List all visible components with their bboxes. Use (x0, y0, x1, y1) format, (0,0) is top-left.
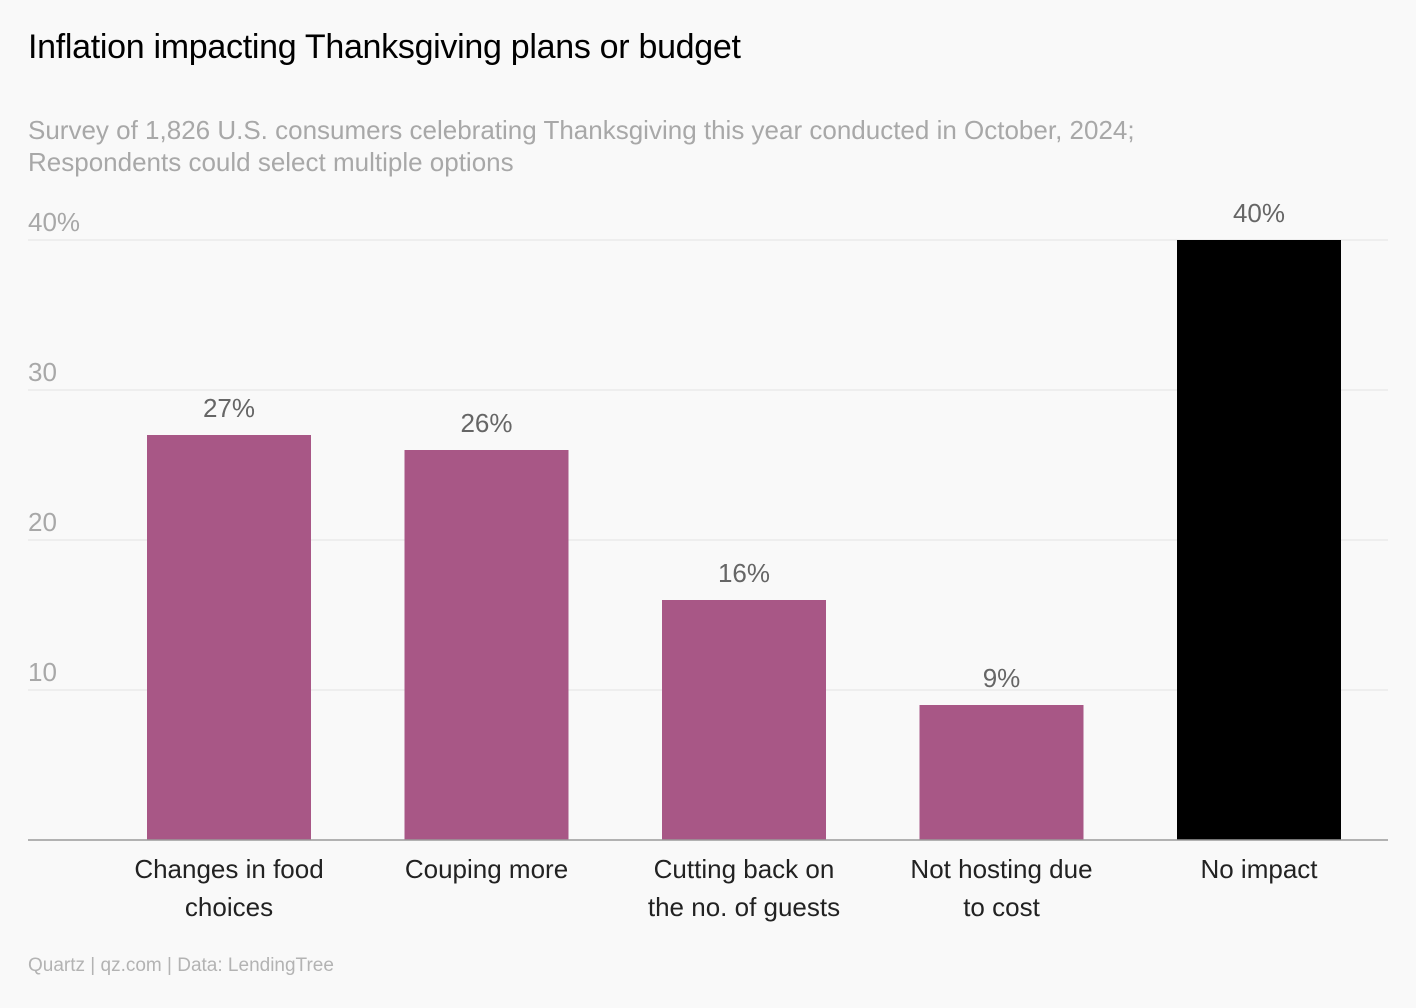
y-tick-label: 20 (28, 507, 57, 537)
x-tick-label-line: No impact (1200, 854, 1318, 884)
x-tick-label-line: choices (185, 892, 273, 922)
chart-subtitle: Survey of 1,826 U.S. consumers celebrati… (28, 114, 1368, 178)
bar (147, 435, 311, 840)
bar (404, 450, 569, 840)
x-tick-label-line: the no. of guests (648, 892, 840, 922)
x-tick-label: Changes in food choices (134, 854, 323, 922)
x-tick-label-line: to cost (963, 892, 1040, 922)
y-tick-label: 40% (28, 207, 80, 237)
bar (1177, 240, 1341, 840)
source-footer: Quartz | qz.com | Data: LendingTree (28, 955, 334, 976)
data-label: 40% (1233, 198, 1285, 228)
x-tick-label-line: Not hosting due (910, 854, 1092, 884)
data-label: 9% (983, 663, 1021, 693)
x-tick-label: Not hosting due to cost (910, 854, 1092, 922)
x-tick-label: Couping more (405, 854, 568, 884)
chart-title: Inflation impacting Thanksgiving plans o… (28, 28, 741, 66)
data-label: 27% (203, 393, 255, 423)
x-tick-label: Cutting back on the no. of guests (648, 854, 840, 922)
x-tick-label: No impact (1200, 854, 1318, 884)
bar (662, 600, 826, 840)
subtitle-line-2: Respondents could select multiple option… (28, 147, 514, 177)
x-tick-label-line: Couping more (405, 854, 568, 884)
y-tick-label: 30 (28, 357, 57, 387)
x-tick-label-line: Cutting back on (654, 854, 835, 884)
y-tick-label: 10 (28, 657, 57, 687)
data-label: 26% (460, 408, 512, 438)
bar (919, 705, 1084, 840)
x-tick-label-line: Changes in food (134, 854, 323, 884)
subtitle-line-1: Survey of 1,826 U.S. consumers celebrati… (28, 115, 1135, 145)
data-label: 16% (718, 558, 770, 588)
